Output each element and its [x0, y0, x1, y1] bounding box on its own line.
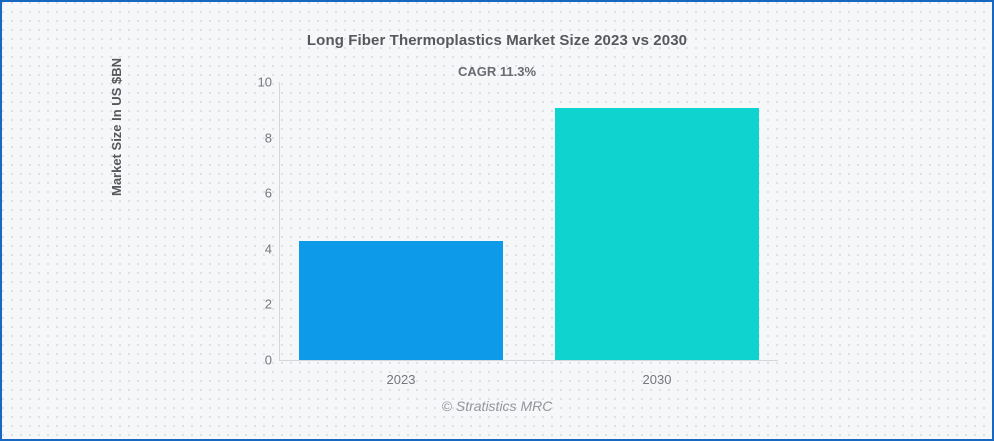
x-axis-tick-labels: 2023 2030	[279, 370, 777, 390]
chart-title: Long Fiber Thermoplastics Market Size 20…	[306, 32, 688, 49]
y-axis-title: Market Size In US $BN	[109, 58, 124, 196]
y-tick-label-4: 4	[264, 241, 272, 257]
x-axis-line	[279, 360, 778, 361]
chart-footer-attribution: © Stratistics MRC	[441, 398, 553, 414]
plot-area	[279, 82, 777, 360]
y-axis-tick-labels: 0 2 4 6 8 10	[234, 76, 272, 367]
y-tick-label-2: 2	[264, 296, 272, 312]
chart-subtitle-cagr: CAGR 11.3%	[457, 64, 537, 79]
y-tick-label-6: 6	[264, 185, 272, 201]
y-axis-line	[279, 82, 280, 361]
bar-2023[interactable]	[299, 241, 503, 360]
y-tick-label-8: 8	[264, 130, 272, 146]
x-tick-label-2030: 2030	[642, 372, 672, 387]
x-tick-label-2023: 2023	[386, 372, 416, 387]
bar-2030[interactable]	[555, 108, 759, 360]
y-tick-label-10: 10	[257, 74, 272, 90]
y-tick-label-0: 0	[264, 352, 272, 368]
